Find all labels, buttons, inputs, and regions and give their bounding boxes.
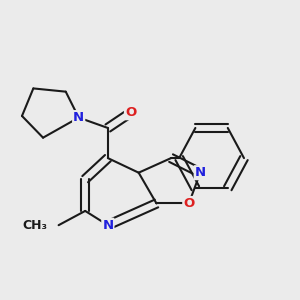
Text: N: N — [73, 111, 84, 124]
Text: CH₃: CH₃ — [22, 219, 47, 232]
Text: O: O — [125, 106, 136, 119]
Text: N: N — [102, 219, 113, 232]
Text: O: O — [183, 197, 194, 210]
Text: N: N — [195, 166, 206, 179]
